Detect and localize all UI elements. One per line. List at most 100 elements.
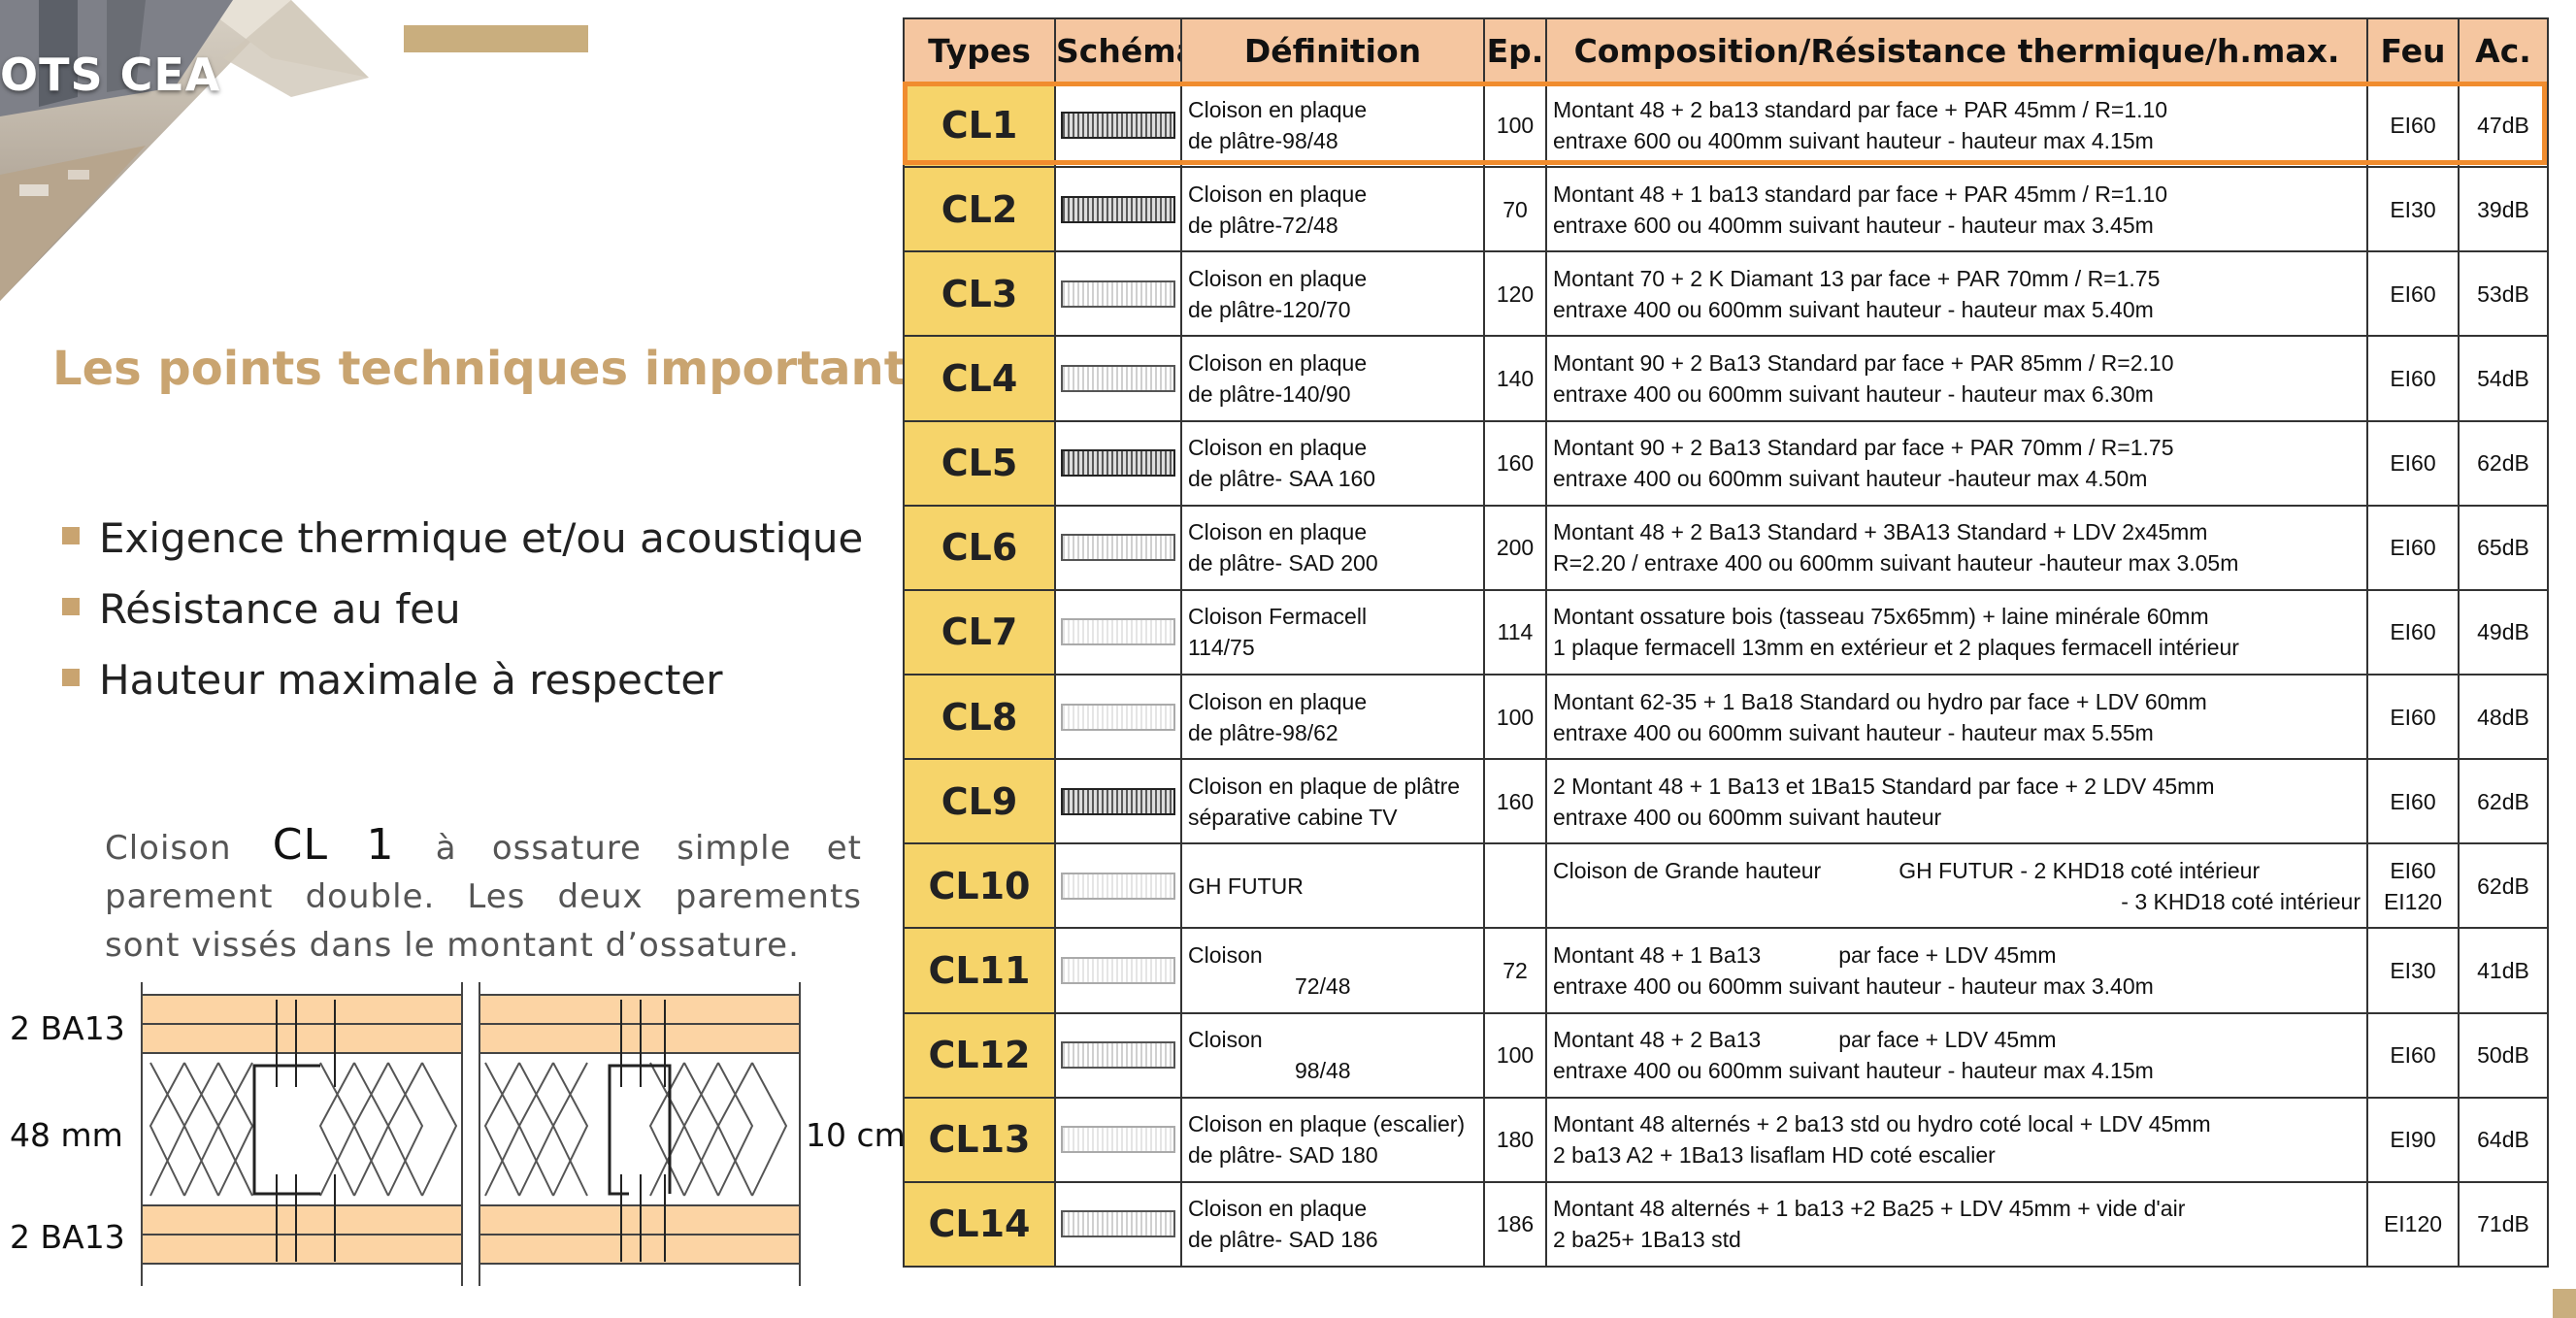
composition-cell: Montant 48 + 1 ba13 standard par face + … xyxy=(1545,166,2368,253)
definition-cell: Cloison en plaque de plâtre-140/90 xyxy=(1180,335,1485,422)
ep-cell: 200 xyxy=(1483,504,1547,591)
definition-line2: 72/48 xyxy=(1295,972,1351,999)
composition-line2: 2 ba25+ 1Ba13 std xyxy=(1553,1227,1741,1253)
table-row: CL8 Cloison en plaque de plâtre-98/62 100… xyxy=(903,673,2549,761)
header-composition: Composition/Résistance thermique/h.max. xyxy=(1545,17,2368,83)
composition-line2: entraxe 400 ou 600mm suivant hauteur - h… xyxy=(1553,296,2154,322)
definition-cell: Cloison en plaque de plâtre-98/48 xyxy=(1180,81,1485,169)
composition-line1: Montant 48 alternés + 2 ba13 std ou hydr… xyxy=(1553,1111,2211,1137)
acoustic-cell: 62dB xyxy=(2458,419,2549,507)
composition-line1: Montant 90 + 2 Ba13 Standard par face + … xyxy=(1553,349,2174,376)
composition-cell: Montant 62-35 + 1 Ba18 Standard ou hydro… xyxy=(1545,673,2368,761)
fire-rating-cell: EI60 xyxy=(2366,673,2460,761)
schema-cell xyxy=(1054,1011,1182,1099)
composition-line1: Montant 48 alternés + 1 ba13 +2 Ba25 + L… xyxy=(1553,1196,2186,1222)
partition-schema-icon xyxy=(1061,1126,1175,1154)
definition-line1: Cloison en plaque xyxy=(1188,265,1368,291)
acoustic-cell: 71dB xyxy=(2458,1180,2549,1269)
partition-schema-icon xyxy=(1061,787,1175,815)
table-row: CL11 Cloison 72/48 72 Montant 48 + 1 Ba13… xyxy=(903,927,2549,1014)
partition-section-diagram: 2 BA13 48 mm 2 BA13 10 cm xyxy=(0,971,908,1301)
definition-cell: Cloison 72/48 xyxy=(1180,927,1485,1014)
schema-cell xyxy=(1054,758,1182,845)
partition-schema-icon xyxy=(1061,956,1175,984)
definition-line1: Cloison xyxy=(1188,941,1263,968)
definition-line2: 98/48 xyxy=(1295,1058,1351,1084)
composition-cell: Montant 90 + 2 Ba13 Standard par face + … xyxy=(1545,419,2368,507)
definition-line2: 114/75 xyxy=(1188,635,1255,661)
partition-cross-section xyxy=(141,982,801,1286)
type-cell: CL3 xyxy=(903,250,1056,338)
definition-cell: Cloison en plaque de plâtre- SAA 160 xyxy=(1180,419,1485,507)
ep-cell: 70 xyxy=(1483,166,1547,253)
definition-cell: GH FUTUR xyxy=(1180,842,1485,930)
fire-rating-cell: EI30 xyxy=(2366,927,2460,1014)
label-total-thickness: 10 cm xyxy=(806,1116,906,1154)
schema-cell xyxy=(1054,1180,1182,1269)
definition-line2: de plâtre- SAD 186 xyxy=(1188,1227,1378,1253)
bullet-text: Résistance au feu xyxy=(99,585,461,633)
definition-cell: Cloison en plaque (escalier) de plâtre- S… xyxy=(1180,1096,1485,1183)
label-bottom-boards: 2 BA13 xyxy=(10,1218,125,1256)
ep-cell: 72 xyxy=(1483,927,1547,1014)
partition-schema-icon xyxy=(1061,872,1175,900)
definition-line1: Cloison en plaque (escalier) xyxy=(1188,1111,1466,1137)
fire-rating-cell: EI60 xyxy=(2366,588,2460,675)
ep-cell: 114 xyxy=(1483,588,1547,675)
type-cell: CL12 xyxy=(903,1011,1056,1099)
header-ac: Ac. xyxy=(2458,17,2549,83)
partition-schema-icon xyxy=(1061,534,1175,562)
composition-line1: 2 Montant 48 + 1 Ba13 et 1Ba15 Standard … xyxy=(1553,773,2215,799)
partition-schema-icon xyxy=(1061,703,1175,731)
type-cell: CL5 xyxy=(903,419,1056,507)
composition-line1b: par face + LDV 45mm xyxy=(1838,941,2057,968)
definition-line1: Cloison en plaque xyxy=(1188,349,1368,376)
table-row: CL12 Cloison 98/48 100 Montant 48 + 2 Ba1… xyxy=(903,1011,2549,1099)
fire-rating-cell: EI60 xyxy=(2366,1011,2460,1099)
definition-line1: Cloison en plaque xyxy=(1188,519,1368,545)
acoustic-cell: 54dB xyxy=(2458,335,2549,422)
acoustic-cell: 48dB xyxy=(2458,673,2549,761)
composition-line2: entraxe 600 ou 400mm suivant hauteur - h… xyxy=(1553,212,2154,238)
partition-schema-icon xyxy=(1061,364,1175,392)
type-cell: CL11 xyxy=(903,927,1056,1014)
definition-line2: de plâtre-120/70 xyxy=(1188,296,1351,322)
composition-line1a: Montant 48 + 2 Ba13 xyxy=(1553,1027,1762,1053)
fire-rating-cell: EI60 xyxy=(2366,335,2460,422)
definition-cell: Cloison en plaque de plâtre-120/70 xyxy=(1180,250,1485,338)
schema-cell xyxy=(1054,335,1182,422)
definition-line2: de plâtre-72/48 xyxy=(1188,212,1338,238)
composition-cell: Montant 90 + 2 Ba13 Standard par face + … xyxy=(1545,335,2368,422)
composition-line1: Montant ossature bois (tasseau 75x65mm) … xyxy=(1553,604,2209,630)
acoustic-cell: 49dB xyxy=(2458,588,2549,675)
acoustic-cell: 50dB xyxy=(2458,1011,2549,1099)
table-row: CL13 Cloison en plaque (escalier) de plât… xyxy=(903,1096,2549,1183)
definition-line1: Cloison en plaque xyxy=(1188,688,1368,714)
composition-line2: entraxe 600 ou 400mm suivant hauteur - h… xyxy=(1553,127,2154,153)
partition-description: Cloison CL 1 à ossature simple et pareme… xyxy=(105,821,862,970)
partition-schema-icon xyxy=(1061,618,1175,646)
fire-rating-cell: EI60 EI120 xyxy=(2366,842,2460,930)
type-cell: CL9 xyxy=(903,758,1056,845)
label-stud-width: 48 mm xyxy=(10,1116,123,1154)
header-schema: Schéma xyxy=(1054,17,1182,83)
composition-cell: 2 Montant 48 + 1 Ba13 et 1Ba15 Standard … xyxy=(1545,758,2368,845)
type-cell: CL13 xyxy=(903,1096,1056,1183)
acoustic-cell: 41dB xyxy=(2458,927,2549,1014)
table-row: CL4 Cloison en plaque de plâtre-140/90 14… xyxy=(903,335,2549,422)
schema-cell xyxy=(1054,842,1182,930)
acoustic-cell: 64dB xyxy=(2458,1096,2549,1183)
type-cell: CL14 xyxy=(903,1180,1056,1269)
type-cell: CL2 xyxy=(903,166,1056,253)
acoustic-cell: 65dB xyxy=(2458,504,2549,591)
composition-line2: entraxe 400 ou 600mm suivant hauteur -ha… xyxy=(1553,466,2148,492)
header-definition: Définition xyxy=(1180,17,1485,83)
acoustic-cell: 53dB xyxy=(2458,250,2549,338)
composition-line2: entraxe 400 ou 600mm suivant hauteur - h… xyxy=(1553,972,2154,999)
type-cell: CL10 xyxy=(903,842,1056,930)
definition-cell: Cloison en plaque de plâtre séparative ca… xyxy=(1180,758,1485,845)
definition-cell: Cloison en plaque de plâtre-72/48 xyxy=(1180,166,1485,253)
composition-cell: Montant 48 + 2 Ba13 Standard + 3BA13 Sta… xyxy=(1545,504,2368,591)
partition-schema-icon xyxy=(1061,1041,1175,1070)
ep-cell: 140 xyxy=(1483,335,1547,422)
